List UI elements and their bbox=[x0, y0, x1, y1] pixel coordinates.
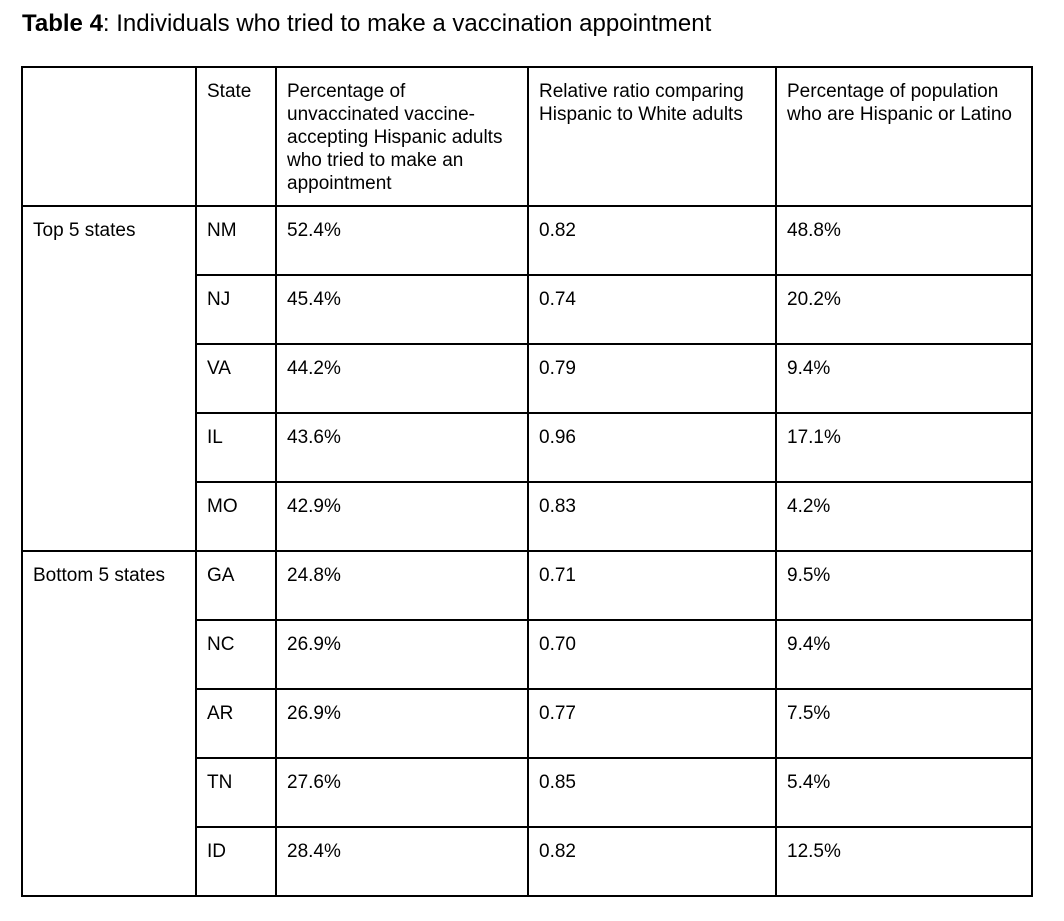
population-percentage-cell: 9.4% bbox=[775, 619, 1033, 690]
tried-percentage-cell: 27.6% bbox=[275, 757, 529, 828]
group-cell-top-5-states: Top 5 states bbox=[21, 205, 197, 552]
tried-percentage-cell: 28.4% bbox=[275, 826, 529, 897]
table-row: Bottom 5 states GA 24.8% 0.71 9.5% bbox=[21, 550, 1033, 897]
relative-ratio-cell: 0.83 bbox=[527, 481, 777, 552]
tried-percentage-cell: 42.9% bbox=[275, 481, 529, 552]
table-row: MO 42.9% 0.83 4.2% bbox=[22, 481, 1033, 552]
table-header: State Percentage of unvaccinated vaccine… bbox=[21, 66, 1033, 207]
header-cell-group bbox=[21, 66, 197, 207]
population-percentage-cell: 20.2% bbox=[775, 274, 1033, 345]
relative-ratio-cell: 0.79 bbox=[527, 343, 777, 414]
group-cell-bottom-5-states: Bottom 5 states bbox=[21, 550, 197, 897]
relative-ratio-cell: 0.70 bbox=[527, 619, 777, 690]
population-percentage-cell: 7.5% bbox=[775, 688, 1033, 759]
table-body: Top 5 states NM 52.4% 0.82 48.8% NJ 45.4… bbox=[21, 205, 1033, 897]
table-row: TN 27.6% 0.85 5.4% bbox=[22, 757, 1033, 828]
table-row: AR 26.9% 0.77 7.5% bbox=[22, 688, 1033, 759]
header-cell-tried-percentage: Percentage of unvaccinated vaccine-accep… bbox=[275, 66, 529, 207]
relative-ratio-cell: 0.71 bbox=[527, 550, 777, 621]
state-cell: NM bbox=[195, 205, 277, 276]
table-number-label: Table 4 bbox=[22, 10, 103, 37]
state-cell: ID bbox=[195, 826, 277, 897]
header-row: State Percentage of unvaccinated vaccine… bbox=[21, 66, 1033, 207]
table-row: NJ 45.4% 0.74 20.2% bbox=[22, 274, 1033, 345]
tried-percentage-cell: 52.4% bbox=[275, 205, 529, 276]
population-percentage-cell: 4.2% bbox=[775, 481, 1033, 552]
relative-ratio-cell: 0.96 bbox=[527, 412, 777, 483]
state-cell: NC bbox=[195, 619, 277, 690]
relative-ratio-cell: 0.82 bbox=[527, 205, 777, 276]
table-row: VA 44.2% 0.79 9.4% bbox=[22, 343, 1033, 414]
relative-ratio-cell: 0.77 bbox=[527, 688, 777, 759]
state-cell: TN bbox=[195, 757, 277, 828]
tried-percentage-cell: 26.9% bbox=[275, 688, 529, 759]
state-cell: AR bbox=[195, 688, 277, 759]
population-percentage-cell: 48.8% bbox=[775, 205, 1033, 276]
tried-percentage-cell: 44.2% bbox=[275, 343, 529, 414]
table-row: ID 28.4% 0.82 12.5% bbox=[22, 826, 1033, 897]
header-cell-relative-ratio: Relative ratio comparing Hispanic to Whi… bbox=[527, 66, 777, 207]
vaccination-appointment-table: State Percentage of unvaccinated vaccine… bbox=[21, 66, 1033, 897]
population-percentage-cell: 5.4% bbox=[775, 757, 1033, 828]
relative-ratio-cell: 0.82 bbox=[527, 826, 777, 897]
table-title-text: : Individuals who tried to make a vaccin… bbox=[102, 10, 712, 37]
population-percentage-cell: 9.4% bbox=[775, 343, 1033, 414]
state-cell: GA bbox=[195, 550, 277, 621]
state-cell: NJ bbox=[195, 274, 277, 345]
table-row: NC 26.9% 0.70 9.4% bbox=[22, 619, 1033, 690]
header-cell-state: State bbox=[195, 66, 277, 207]
table-row: Top 5 states NM 52.4% 0.82 48.8% bbox=[21, 205, 1033, 552]
page-title: Table 4: Individuals who tried to make a… bbox=[22, 9, 1034, 38]
state-cell: MO bbox=[195, 481, 277, 552]
population-percentage-cell: 9.5% bbox=[775, 550, 1033, 621]
tried-percentage-cell: 43.6% bbox=[275, 412, 529, 483]
state-cell: VA bbox=[195, 343, 277, 414]
tried-percentage-cell: 26.9% bbox=[275, 619, 529, 690]
population-percentage-cell: 17.1% bbox=[775, 412, 1033, 483]
tried-percentage-cell: 45.4% bbox=[275, 274, 529, 345]
relative-ratio-cell: 0.74 bbox=[527, 274, 777, 345]
table-row: IL 43.6% 0.96 17.1% bbox=[22, 412, 1033, 483]
tried-percentage-cell: 24.8% bbox=[275, 550, 529, 621]
population-percentage-cell: 12.5% bbox=[775, 826, 1033, 897]
state-cell: IL bbox=[195, 412, 277, 483]
relative-ratio-cell: 0.85 bbox=[527, 757, 777, 828]
header-cell-population-percentage: Percentage of population who are Hispani… bbox=[775, 66, 1033, 207]
